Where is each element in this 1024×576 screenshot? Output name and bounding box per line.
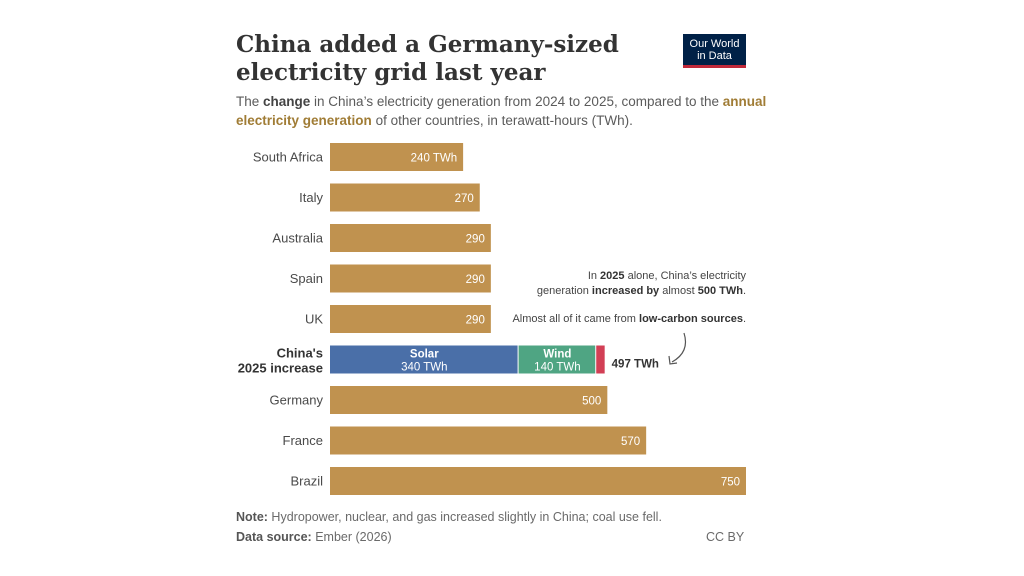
owid-logo[interactable]: Our World in Data — [683, 34, 746, 68]
value-label-brazil: 750 — [721, 477, 740, 489]
note-text: Hydropower, nuclear, and gas increased s… — [267, 510, 662, 524]
value-label-germany: 500 — [582, 396, 601, 408]
category-label-south-africa: South Africa — [253, 150, 324, 165]
bar-uk — [330, 305, 491, 333]
annotation: In 2025 alone, China’s electricity gener… — [512, 270, 747, 365]
segment-other — [596, 345, 605, 374]
value-label-france: 570 — [621, 436, 640, 448]
annotation-arrowhead — [668, 355, 678, 365]
segment-value-wind: 140 TWh — [534, 362, 580, 374]
data-source: Data source: Ember (2026) — [236, 530, 392, 544]
logo-line-2: in Data — [697, 50, 732, 62]
subtitle-annual-generation: annual electricity generation — [236, 94, 767, 128]
bar-france — [330, 426, 647, 455]
source-text[interactable]: Ember (2026) — [311, 530, 392, 544]
value-label-australia: 290 — [466, 234, 485, 246]
category-label-china-line-2: 2025 increase — [238, 361, 323, 376]
category-label-brazil: Brazil — [290, 474, 323, 489]
logo-line-1: Our World — [689, 38, 740, 50]
chart-subtitle: The change in China’s electricity genera… — [236, 92, 776, 130]
bar-italy — [330, 183, 480, 212]
category-label-china-line-1: China's — [277, 346, 323, 361]
annotation-line-2: generation increased by almost 500 TWh. — [537, 285, 746, 297]
category-label-australia: Australia — [272, 231, 323, 246]
bars-group: South Africa 240 TWh Italy 270 Australia 290 S… — [238, 143, 746, 495]
subtitle-part-1: The — [236, 94, 264, 109]
category-label-italy: Italy — [299, 190, 323, 205]
segment-solar — [330, 345, 518, 374]
annotation-line-1: In 2025 alone, China’s electricity — [588, 270, 747, 282]
annotation-arrow — [671, 332, 687, 363]
segment-name-solar: Solar — [410, 349, 439, 361]
bar-spain — [330, 264, 491, 293]
value-label-uk: 290 — [466, 315, 485, 327]
category-label-spain: Spain — [290, 271, 323, 286]
chart-note: Note: Hydropower, nuclear, and gas incre… — [236, 510, 662, 524]
value-label-south-africa: 240 TWh — [411, 153, 457, 165]
annotation-line-3: Almost all of it came from low-carbon so… — [512, 313, 746, 325]
bar-germany — [330, 386, 608, 414]
value-label-italy: 270 — [455, 193, 474, 205]
chart-title: China added a Germany-sized electricity … — [236, 31, 619, 86]
china-total-label: 497 TWh — [612, 359, 659, 371]
bar-south-africa — [330, 143, 464, 171]
subtitle-part-3: in China’s electricity generation from 2… — [310, 94, 723, 109]
license-label[interactable]: CC BY — [706, 530, 745, 544]
category-label-uk: UK — [305, 312, 323, 327]
segment-name-wind: Wind — [543, 349, 571, 361]
category-label-germany: Germany — [270, 393, 324, 408]
category-label-france: France — [283, 433, 323, 448]
note-label: Note: — [236, 510, 268, 524]
bar-brazil — [330, 467, 746, 495]
bar-australia — [330, 224, 491, 252]
value-label-spain: 290 — [466, 274, 485, 286]
source-label: Data source: — [236, 530, 312, 544]
subtitle-part-5: of other countries, in terawatt-hours (T… — [371, 113, 633, 128]
segment-value-solar: 340 TWh — [401, 362, 447, 374]
subtitle-change: change — [263, 94, 311, 109]
segment-wind — [518, 345, 596, 374]
